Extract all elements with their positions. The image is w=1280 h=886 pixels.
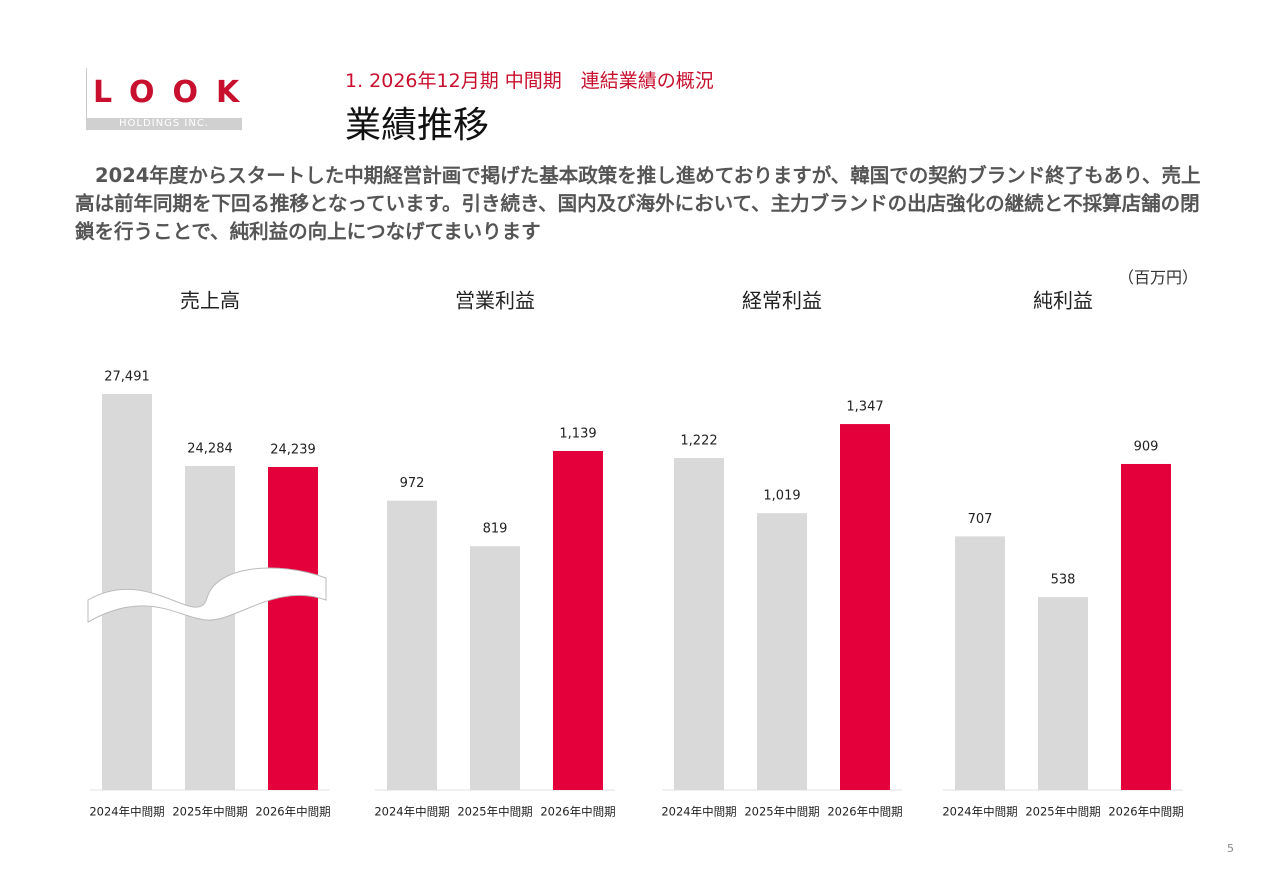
value-label: 819: [483, 522, 508, 537]
bar: [1038, 597, 1088, 790]
bar: [1121, 463, 1171, 790]
bar: [955, 536, 1005, 790]
value-label: 538: [1051, 573, 1076, 588]
bar: [387, 500, 437, 790]
value-label: 24,284: [187, 441, 233, 456]
x-tick-label: 2024年中間期: [942, 805, 1017, 819]
page-title: 業績推移: [345, 105, 490, 146]
bar: [553, 450, 603, 790]
value-label: 1,019: [763, 489, 800, 504]
bar: [268, 466, 318, 790]
x-tick-label: 2025年中間期: [172, 805, 247, 819]
chart-title: 経常利益: [742, 289, 822, 313]
x-tick-label: 2025年中間期: [744, 805, 819, 819]
value-label: 27,491: [104, 369, 150, 384]
x-tick-label: 2025年中間期: [1025, 805, 1100, 819]
value-label: 972: [400, 476, 425, 491]
chart-title: 純利益: [1033, 289, 1093, 313]
value-label: 1,347: [846, 400, 883, 415]
section-title: 1. 2026年12月期 中間期 連結業績の概況: [345, 70, 714, 92]
bar: [757, 513, 807, 790]
x-tick-label: 2026年中間期: [540, 805, 615, 819]
chart-title: 売上高: [180, 289, 240, 313]
unit-label: （百万円）: [1117, 268, 1198, 287]
page-number: 5: [1227, 842, 1234, 855]
value-label: 24,239: [270, 442, 316, 457]
x-tick-label: 2025年中間期: [457, 805, 532, 819]
logo: LOOK HOLDINGS INC.: [86, 68, 242, 130]
value-label: 1,222: [680, 434, 717, 449]
bar: [185, 465, 235, 790]
bar: [674, 458, 724, 790]
value-label: 707: [968, 512, 993, 527]
axis-break: [87, 567, 327, 623]
x-tick-label: 2026年中間期: [255, 805, 330, 819]
x-tick-label: 2024年中間期: [89, 805, 164, 819]
x-tick-label: 2024年中間期: [661, 805, 736, 819]
bar: [470, 546, 520, 790]
logo-subtext: HOLDINGS INC.: [86, 118, 242, 130]
x-tick-label: 2026年中間期: [827, 805, 902, 819]
body-text: 2024年度からスタートした中期経営計画で掲げた基本政策を推し進めておりますが、…: [75, 164, 1201, 243]
value-label: 909: [1134, 439, 1159, 454]
bar: [840, 424, 890, 790]
x-tick-label: 2024年中間期: [374, 805, 449, 819]
logo-text: LOOK: [86, 68, 242, 118]
value-label: 1,139: [559, 426, 596, 441]
chart-title: 営業利益: [455, 289, 535, 313]
x-tick-label: 2026年中間期: [1108, 805, 1183, 819]
